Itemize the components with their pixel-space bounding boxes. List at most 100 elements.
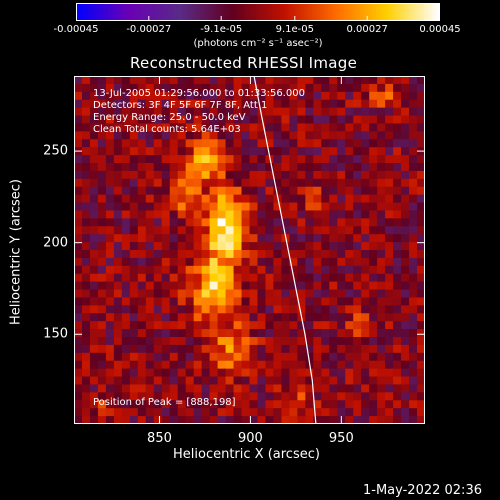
heatmap-cell (89, 408, 99, 417)
heatmap-cell (145, 416, 155, 424)
heatmap-cell (305, 376, 314, 385)
heatmap-cell (153, 163, 163, 172)
heatmap-cell (81, 408, 91, 417)
heatmap-cell (81, 226, 91, 235)
heatmap-cell (161, 99, 171, 109)
heatmap-cell (393, 115, 402, 124)
heatmap-cell (313, 155, 322, 164)
heatmap-cell (97, 226, 107, 235)
heatmap-cell (145, 83, 155, 93)
heatmap-cell (409, 194, 418, 204)
heatmap-cell (337, 99, 346, 109)
heatmap-cell (81, 83, 91, 93)
heatmap-cell (289, 202, 298, 211)
heatmap-cell (217, 242, 227, 251)
heatmap-cell (313, 91, 322, 101)
heatmap-cell (81, 76, 91, 85)
heatmap-cell (74, 107, 83, 117)
heatmap-cell (145, 392, 155, 401)
heatmap-cell (201, 376, 211, 385)
heatmap-cell (153, 99, 163, 109)
heatmap-cell (361, 392, 370, 401)
heatmap-cell (385, 344, 394, 354)
heatmap-cell (129, 202, 139, 211)
heatmap-cell (361, 234, 370, 243)
heatmap-cell (337, 194, 346, 204)
heatmap-cell (161, 416, 171, 424)
heatmap-cell (145, 163, 155, 172)
heatmap-cell (353, 76, 362, 85)
heatmap-cell (74, 273, 83, 283)
heatmap-cell (177, 289, 187, 298)
colorbar-segment (324, 3, 327, 21)
colorbar-segment (76, 3, 79, 21)
heatmap-cell (393, 416, 402, 424)
heatmap-cell (177, 218, 187, 227)
heatmap-cell (369, 289, 378, 298)
colorbar-segment (184, 3, 187, 21)
heatmap-cell (377, 242, 386, 251)
colorbar-segment (248, 3, 251, 21)
colorbar-segment (216, 3, 219, 21)
heatmap-cell (305, 400, 314, 409)
heatmap-cell (321, 218, 330, 227)
heatmap-cell (193, 400, 203, 409)
colorbar-segment (266, 3, 269, 21)
heatmap-cell (209, 163, 219, 172)
heatmap-cell (177, 337, 187, 346)
heatmap-cell (305, 250, 314, 259)
heatmap-cell (145, 91, 155, 101)
heatmap-cell (393, 91, 402, 101)
heatmap-cell (385, 234, 394, 243)
heatmap-cell (81, 234, 91, 243)
heatmap-cell (89, 297, 99, 306)
heatmap-cell (233, 234, 243, 243)
heatmap-cell (281, 250, 290, 259)
heatmap-cell (169, 155, 179, 164)
colorbar-segment (422, 3, 425, 21)
heatmap-cell (201, 163, 211, 172)
heatmap-cell (361, 368, 370, 378)
heatmap-cell (401, 131, 410, 140)
heatmap-cell (321, 155, 330, 164)
heatmap-cell (153, 115, 163, 124)
colorbar-segment (390, 3, 393, 21)
heatmap-cell (289, 400, 298, 409)
heatmap-cell (89, 384, 99, 393)
heatmap-cell (225, 147, 235, 156)
heatmap-cell (185, 360, 195, 370)
heatmap-cell (401, 194, 410, 204)
heatmap-cell (321, 131, 330, 140)
heatmap-cell (74, 194, 83, 204)
heatmap-cell (185, 139, 195, 148)
heatmap-cell (89, 91, 99, 101)
heatmap-cell (257, 329, 266, 338)
heatmap-cell (145, 408, 155, 417)
heatmap-cell (297, 400, 306, 409)
heatmap-cell (409, 147, 418, 156)
heatmap-cell (225, 123, 235, 132)
heatmap-cell (217, 163, 227, 172)
heatmap-cell (89, 352, 99, 362)
heatmap-cell (297, 178, 306, 188)
heatmap-cell (265, 178, 274, 188)
heatmap-cell (393, 392, 402, 401)
heatmap-cell (337, 218, 346, 227)
heatmap-cell (97, 313, 107, 322)
heatmap-cell (105, 91, 115, 101)
heatmap-cell (193, 131, 203, 140)
heatmap-cell (169, 123, 179, 132)
heatmap-cell (81, 329, 91, 338)
heatmap-cell (121, 194, 131, 204)
heatmap-cell (297, 242, 306, 251)
heatmap-cell (353, 234, 362, 243)
heatmap-cell (81, 194, 91, 204)
heatmap-cell (377, 376, 386, 385)
heatmap-cell (329, 281, 338, 291)
heatmap-cell (177, 329, 187, 338)
heatmap-cell (281, 344, 290, 354)
heatmap-cell (137, 210, 147, 219)
colorbar-segment (304, 3, 307, 21)
heatmap-cell (345, 297, 354, 306)
heatmap-cell (385, 91, 394, 101)
